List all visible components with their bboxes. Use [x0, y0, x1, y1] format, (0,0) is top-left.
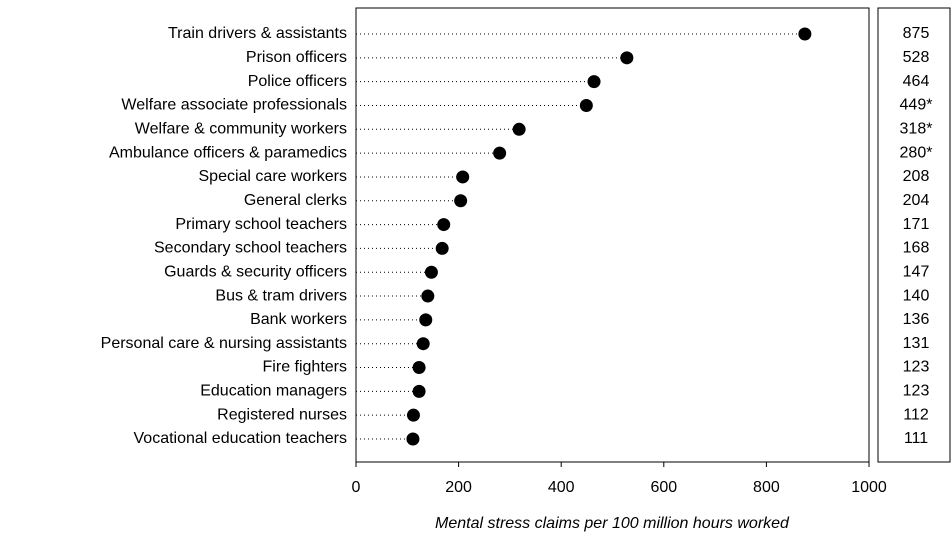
- value-box: [877, 7, 951, 463]
- dot: [435, 241, 449, 255]
- y-tick-label: Primary school teachers: [175, 216, 347, 233]
- value-label: 123: [903, 359, 930, 376]
- dot: [454, 194, 468, 208]
- dot: [493, 146, 507, 160]
- y-tick-label: Personal care & nursing assistants: [101, 335, 347, 352]
- value-label: 318*: [900, 121, 933, 138]
- dot: [620, 51, 634, 65]
- x-tick-label: 400: [548, 479, 575, 496]
- value-label: 208: [903, 168, 930, 185]
- dot: [412, 384, 426, 398]
- y-tick-label: General clerks: [244, 192, 347, 209]
- value-label: 204: [903, 192, 930, 209]
- value-label: 140: [903, 287, 930, 304]
- y-tick-label: Train drivers & assistants: [168, 25, 347, 42]
- y-tick-label: Bus & tram drivers: [215, 287, 347, 304]
- y-tick-label: Welfare & community workers: [135, 121, 347, 138]
- x-axis-label: Mental stress claims per 100 million hou…: [435, 515, 790, 532]
- y-tick-label: Secondary school teachers: [154, 240, 347, 257]
- dot: [456, 170, 470, 184]
- value-label: 464: [903, 73, 930, 90]
- y-tick-label: Bank workers: [250, 311, 347, 328]
- value-label: 171: [903, 216, 930, 233]
- y-tick-label: Prison officers: [246, 49, 347, 66]
- dot: [421, 289, 435, 303]
- y-tick-label: Welfare associate professionals: [121, 97, 347, 114]
- value-label: 147: [903, 263, 930, 280]
- x-tick-label: 600: [650, 479, 677, 496]
- value-label: 123: [903, 383, 930, 400]
- value-label: 280*: [900, 144, 933, 161]
- dot: [512, 122, 526, 136]
- x-tick-label: 200: [445, 479, 472, 496]
- dot: [798, 27, 812, 41]
- x-tick-label: 1000: [851, 479, 887, 496]
- dot: [412, 361, 426, 375]
- y-tick-label: Education managers: [200, 383, 347, 400]
- value-label: 168: [903, 240, 930, 257]
- x-tick-label: 0: [352, 479, 361, 496]
- y-tick-label: Police officers: [248, 73, 347, 90]
- dot: [416, 337, 430, 351]
- value-label: 136: [903, 311, 930, 328]
- y-tick-label: Fire fighters: [263, 359, 347, 376]
- y-tick-label: Ambulance officers & paramedics: [109, 144, 347, 161]
- value-label: 131: [903, 335, 930, 352]
- value-label: 449*: [900, 97, 933, 114]
- dot: [587, 75, 601, 89]
- value-label: 875: [903, 25, 930, 42]
- plot-frame: [355, 7, 870, 463]
- value-label: 111: [904, 430, 928, 447]
- value-label: 112: [903, 406, 929, 423]
- dot: [406, 432, 420, 446]
- dot: [406, 408, 420, 422]
- y-tick-label: Vocational education teachers: [134, 430, 347, 447]
- value-label: 528: [903, 49, 930, 66]
- dot: [424, 265, 438, 279]
- y-tick-label: Special care workers: [199, 168, 348, 185]
- dot: [419, 313, 433, 327]
- dot: [437, 218, 451, 232]
- y-tick-label: Guards & security officers: [164, 263, 347, 280]
- y-tick-label: Registered nurses: [217, 406, 347, 423]
- x-tick-label: 800: [753, 479, 780, 496]
- dot: [579, 98, 593, 112]
